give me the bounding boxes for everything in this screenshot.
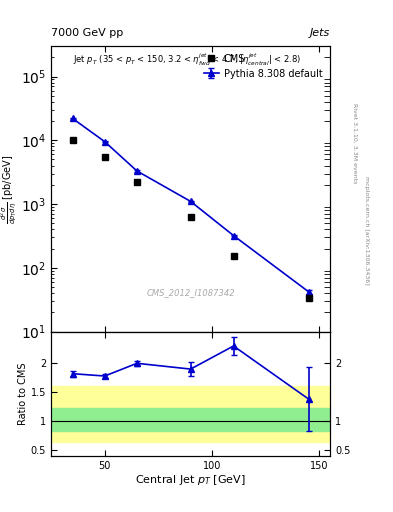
Text: Jet $p_T$ (35 < $p_T$ < 150, 3.2 < $\eta^{jet}_{fwd}$ < 4.7, $|\eta^{jet}_{centr: Jet $p_T$ (35 < $p_T$ < 150, 3.2 < $\eta… bbox=[73, 52, 301, 68]
Text: Jets: Jets bbox=[310, 28, 330, 38]
Line: CMS: CMS bbox=[69, 137, 312, 302]
CMS bbox=[306, 295, 311, 302]
CMS bbox=[103, 154, 107, 160]
Text: CMS_2012_I1087342: CMS_2012_I1087342 bbox=[146, 288, 235, 297]
CMS bbox=[134, 179, 139, 185]
CMS bbox=[70, 137, 75, 143]
Bar bbox=[51, 387, 330, 442]
Y-axis label: Ratio to CMS: Ratio to CMS bbox=[18, 362, 28, 425]
Text: Rivet 3.1.10, 3.3M events: Rivet 3.1.10, 3.3M events bbox=[352, 103, 357, 183]
Y-axis label: $\frac{d^2\sigma}{dp_T d\eta}$ [pb/GeV]: $\frac{d^2\sigma}{dp_T d\eta}$ [pb/GeV] bbox=[0, 154, 20, 224]
Bar bbox=[51, 409, 330, 431]
Legend: CMS, Pythia 8.308 default: CMS, Pythia 8.308 default bbox=[201, 51, 325, 81]
Text: 7000 GeV pp: 7000 GeV pp bbox=[51, 28, 123, 38]
CMS bbox=[188, 214, 193, 220]
CMS bbox=[231, 252, 236, 259]
Text: mcplots.cern.ch [arXiv:1306.3436]: mcplots.cern.ch [arXiv:1306.3436] bbox=[364, 176, 369, 285]
X-axis label: Central Jet $p_T$ [GeV]: Central Jet $p_T$ [GeV] bbox=[135, 473, 246, 487]
